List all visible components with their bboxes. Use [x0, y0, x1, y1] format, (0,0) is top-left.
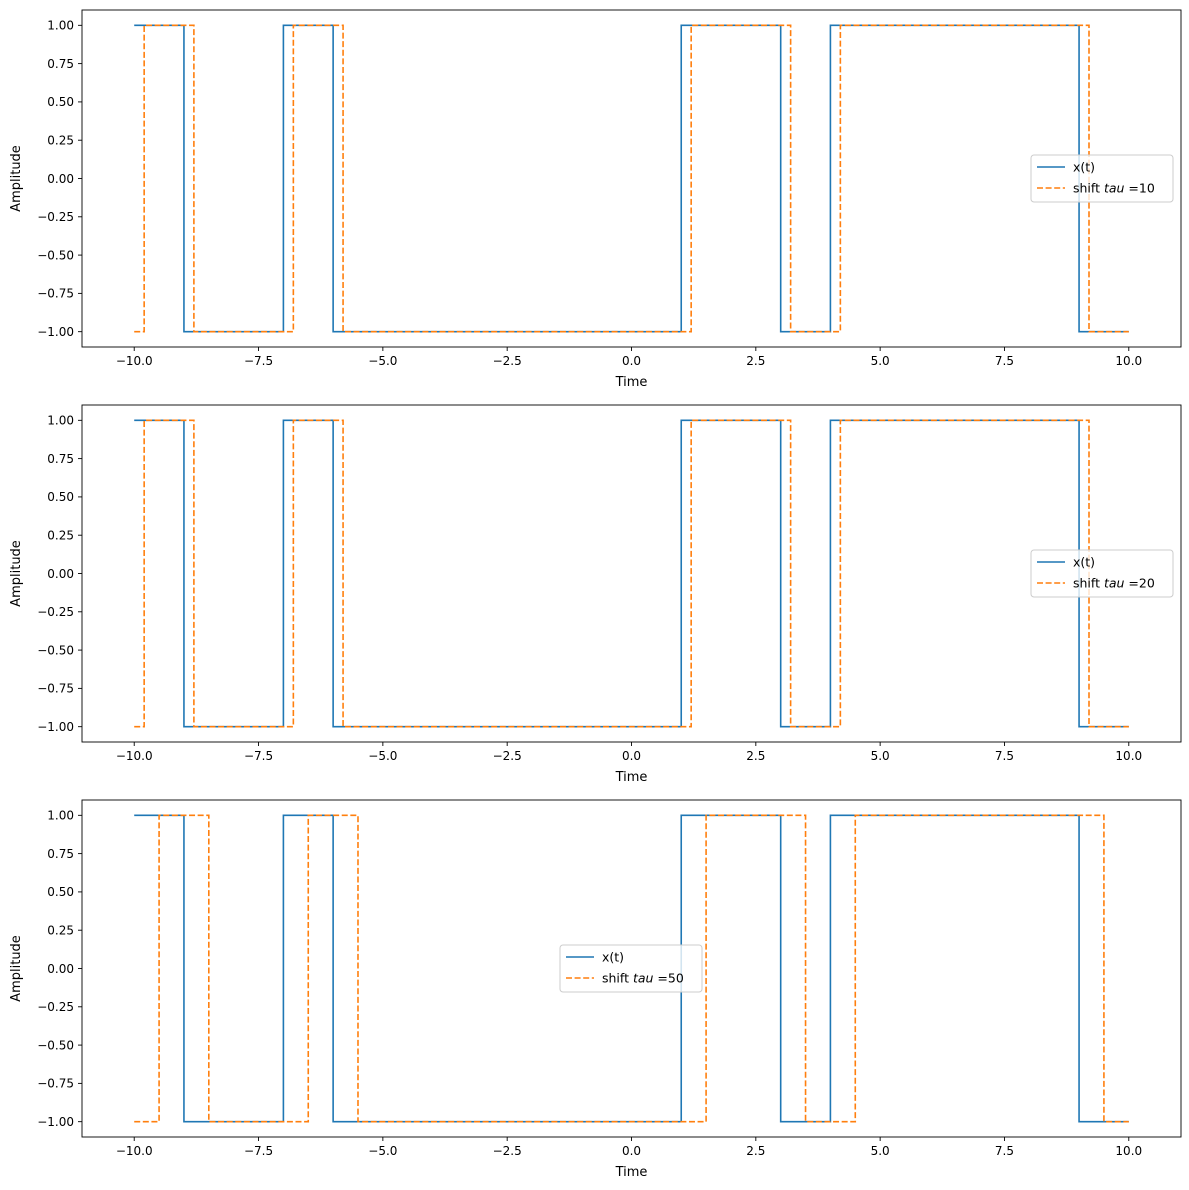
series-line-x-panel-2 — [134, 419, 1129, 728]
y-tick-label: −0.75 — [37, 287, 74, 301]
x-tick-label: 2.5 — [746, 1144, 765, 1158]
x-tick-label: −2.5 — [493, 354, 522, 368]
y-axis-label: Amplitude — [9, 145, 24, 212]
legend-label-shift: shift tau =10 — [1073, 180, 1155, 195]
y-tick-label: 1.00 — [47, 809, 74, 823]
x-tick-label: 10.0 — [1115, 1144, 1142, 1158]
x-axis-label: Time — [615, 375, 648, 390]
y-tick-label: −0.50 — [37, 643, 74, 657]
y-tick-label: −0.25 — [37, 605, 74, 619]
x-tick-label: 2.5 — [746, 354, 765, 368]
x-tick-label: 10.0 — [1115, 354, 1142, 368]
legend-label-x: x(t) — [602, 949, 624, 964]
x-tick-label: 0.0 — [622, 1144, 641, 1158]
y-tick-label: −0.50 — [37, 1038, 74, 1052]
y-tick-label: −0.50 — [37, 248, 74, 262]
legend-label-shift: shift tau =20 — [1073, 575, 1155, 590]
x-tick-label: −10.0 — [116, 354, 153, 368]
y-tick-label: −1.00 — [37, 325, 74, 339]
y-tick-label: −0.75 — [37, 682, 74, 696]
legend: x(t) shift tau =20 — [1030, 549, 1174, 598]
chart-panel-3: −10.0 −7.5 −5.0 −2.5 0.0 2.5 5.0 7.5 10.0 1.00 0.7… — [9, 799, 1182, 1180]
y-tick-label: 0.50 — [47, 885, 74, 899]
legend-box — [1030, 154, 1174, 203]
x-tick-label: 10.0 — [1115, 749, 1142, 763]
legend-box — [559, 944, 703, 993]
y-tick-label: 1.00 — [47, 19, 74, 33]
x-tick-label: −10.0 — [116, 749, 153, 763]
chart-panel-2: −10.0 −7.5 −5.0 −2.5 0.0 2.5 5.0 7.5 10.0 1.00 0.7… — [9, 404, 1182, 785]
axes-frame — [81, 404, 1182, 743]
series-line-shift-panel-3 — [134, 814, 1129, 1123]
y-tick-label: 0.25 — [47, 134, 74, 148]
x-tick-label: 0.0 — [622, 354, 641, 368]
series-line-x-panel-1 — [134, 24, 1129, 333]
x-axis-label: Time — [615, 1165, 648, 1180]
chart-panel-1: −10.0 −7.5 −5.0 −2.5 0.0 2.5 5.0 7.5 10.0 1.00 0.7… — [9, 9, 1182, 390]
x-tick-label: 0.0 — [622, 749, 641, 763]
y-axis-label: Amplitude — [9, 540, 24, 607]
x-tick-label: 2.5 — [746, 749, 765, 763]
x-tick-label: 5.0 — [871, 354, 890, 368]
x-tick-label: −5.0 — [368, 749, 397, 763]
y-tick-label: 0.00 — [47, 172, 74, 186]
x-axis-label: Time — [615, 770, 648, 785]
x-tick-label: 7.5 — [995, 1144, 1014, 1158]
y-tick-label: 0.00 — [47, 962, 74, 976]
y-tick-label: −0.25 — [37, 210, 74, 224]
axes-frame — [81, 9, 1182, 348]
x-tick-label: 5.0 — [871, 1144, 890, 1158]
x-tick-label: 5.0 — [871, 749, 890, 763]
x-tick-label: 7.5 — [995, 354, 1014, 368]
y-tick-label: 0.25 — [47, 529, 74, 543]
series-line-shift-panel-2 — [134, 419, 1129, 728]
y-axis-label: Amplitude — [9, 935, 24, 1002]
y-tick-label: 1.00 — [47, 414, 74, 428]
series-line-shift-panel-1 — [134, 24, 1129, 333]
y-tick-label: 0.25 — [47, 924, 74, 938]
y-tick-label: 0.75 — [47, 452, 74, 466]
y-tick-label: 0.50 — [47, 490, 74, 504]
y-tick-label: −0.25 — [37, 1000, 74, 1014]
y-tick-label: −0.75 — [37, 1077, 74, 1091]
legend-label-shift: shift tau =50 — [602, 970, 684, 985]
legend-label-x: x(t) — [1073, 554, 1095, 569]
y-tick-label: −1.00 — [37, 1115, 74, 1129]
x-tick-label: 7.5 — [995, 749, 1014, 763]
legend-label-x: x(t) — [1073, 159, 1095, 174]
x-tick-label: −5.0 — [368, 1144, 397, 1158]
legend: x(t) shift tau =50 — [559, 944, 703, 993]
x-tick-label: −5.0 — [368, 354, 397, 368]
y-tick-label: 0.75 — [47, 57, 74, 71]
x-tick-label: −7.5 — [244, 354, 273, 368]
y-tick-label: −1.00 — [37, 720, 74, 734]
y-tick-label: 0.00 — [47, 567, 74, 581]
y-tick-label: 0.50 — [47, 95, 74, 109]
x-tick-label: −7.5 — [244, 1144, 273, 1158]
x-tick-label: −10.0 — [116, 1144, 153, 1158]
y-tick-label: 0.75 — [47, 847, 74, 861]
legend: x(t) shift tau =10 — [1030, 154, 1174, 203]
x-tick-label: −2.5 — [493, 1144, 522, 1158]
x-tick-label: −7.5 — [244, 749, 273, 763]
legend-box — [1030, 549, 1174, 598]
x-tick-label: −2.5 — [493, 749, 522, 763]
